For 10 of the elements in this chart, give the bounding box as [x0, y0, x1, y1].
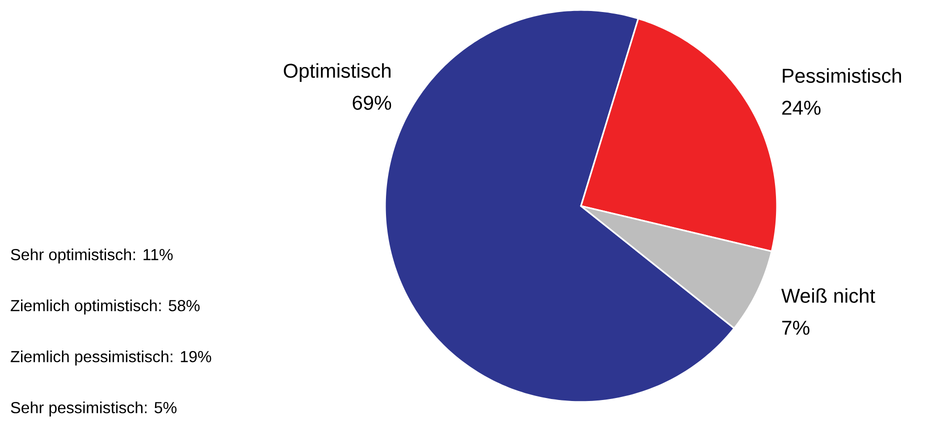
text: Ziemlich pessimistisch: 19%: [10, 350, 212, 366]
text: Sehr pessimistisch: 5%: [10, 402, 176, 416]
text: Ziemlich optimistisch: 58%: [10, 300, 200, 314]
data-label: 69%: [352, 96, 392, 110]
slice-label: Pessimistisch: [782, 68, 902, 83]
text: Sehr optimistisch: 11%: [10, 248, 173, 264]
slice-label: Weiß nicht: [781, 288, 876, 303]
data-label: 24%: [782, 100, 821, 115]
data-label: 7%: [782, 320, 810, 335]
slice-label: Optimistisch: [284, 63, 390, 82]
